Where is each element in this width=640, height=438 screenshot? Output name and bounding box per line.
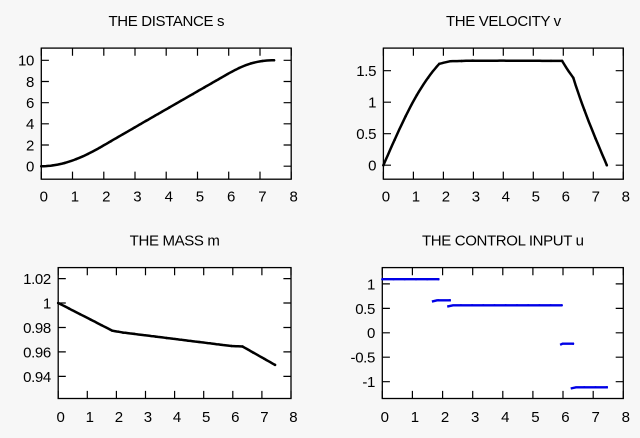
svg-text:3: 3 bbox=[472, 188, 480, 205]
svg-text:1: 1 bbox=[412, 188, 420, 205]
svg-text:THE MASS m: THE MASS m bbox=[130, 233, 220, 250]
svg-text:3: 3 bbox=[133, 188, 141, 205]
svg-text:3: 3 bbox=[144, 409, 152, 426]
svg-text:2: 2 bbox=[115, 409, 123, 426]
svg-text:1: 1 bbox=[411, 409, 419, 426]
svg-text:6: 6 bbox=[562, 188, 570, 205]
svg-text:8: 8 bbox=[26, 74, 34, 91]
svg-text:0: 0 bbox=[40, 188, 48, 205]
svg-text:4: 4 bbox=[165, 188, 173, 205]
svg-text:2: 2 bbox=[102, 188, 110, 205]
svg-text:7: 7 bbox=[592, 188, 600, 205]
svg-text:6: 6 bbox=[561, 409, 569, 426]
svg-text:3: 3 bbox=[471, 409, 479, 426]
svg-text:6: 6 bbox=[227, 188, 235, 205]
svg-text:1: 1 bbox=[43, 295, 51, 312]
svg-text:2: 2 bbox=[441, 409, 449, 426]
svg-text:1.02: 1.02 bbox=[23, 271, 51, 288]
svg-text:6: 6 bbox=[231, 409, 239, 426]
svg-text:1: 1 bbox=[368, 95, 376, 112]
svg-text:5: 5 bbox=[196, 188, 204, 205]
svg-text:1: 1 bbox=[71, 188, 79, 205]
svg-text:7: 7 bbox=[592, 409, 600, 426]
svg-text:1: 1 bbox=[86, 409, 94, 426]
svg-text:0: 0 bbox=[367, 325, 375, 342]
svg-text:0: 0 bbox=[57, 409, 65, 426]
svg-text:1: 1 bbox=[367, 276, 375, 293]
svg-text:4: 4 bbox=[501, 409, 509, 426]
svg-text:0: 0 bbox=[368, 158, 376, 175]
svg-text:0: 0 bbox=[381, 409, 389, 426]
svg-text:5: 5 bbox=[202, 409, 210, 426]
svg-text:0: 0 bbox=[26, 159, 34, 176]
svg-text:4: 4 bbox=[26, 116, 34, 133]
svg-text:THE DISTANCE s: THE DISTANCE s bbox=[108, 13, 224, 30]
svg-text:4: 4 bbox=[502, 188, 510, 205]
svg-text:0.98: 0.98 bbox=[23, 320, 51, 337]
svg-text:4: 4 bbox=[173, 409, 181, 426]
svg-text:0.5: 0.5 bbox=[355, 301, 375, 318]
svg-text:7: 7 bbox=[260, 409, 268, 426]
svg-text:THE VELOCITY v: THE VELOCITY v bbox=[446, 13, 562, 30]
svg-text:8: 8 bbox=[622, 409, 630, 426]
svg-text:10: 10 bbox=[18, 53, 34, 70]
svg-text:-0.5: -0.5 bbox=[351, 350, 375, 367]
svg-text:8: 8 bbox=[289, 409, 297, 426]
svg-text:0.94: 0.94 bbox=[23, 369, 51, 386]
svg-text:2: 2 bbox=[442, 188, 450, 205]
svg-text:0.96: 0.96 bbox=[23, 344, 51, 361]
svg-text:2: 2 bbox=[26, 137, 34, 154]
svg-text:0: 0 bbox=[382, 188, 390, 205]
svg-text:6: 6 bbox=[26, 95, 34, 112]
svg-text:THE CONTROL INPUT u: THE CONTROL INPUT u bbox=[422, 233, 584, 250]
svg-text:1.5: 1.5 bbox=[356, 63, 376, 80]
svg-text:7: 7 bbox=[258, 188, 266, 205]
svg-text:0.5: 0.5 bbox=[356, 126, 376, 143]
svg-text:-1: -1 bbox=[362, 374, 375, 391]
svg-text:5: 5 bbox=[532, 188, 540, 205]
svg-text:8: 8 bbox=[622, 188, 630, 205]
svg-text:8: 8 bbox=[290, 188, 298, 205]
svg-text:5: 5 bbox=[531, 409, 539, 426]
